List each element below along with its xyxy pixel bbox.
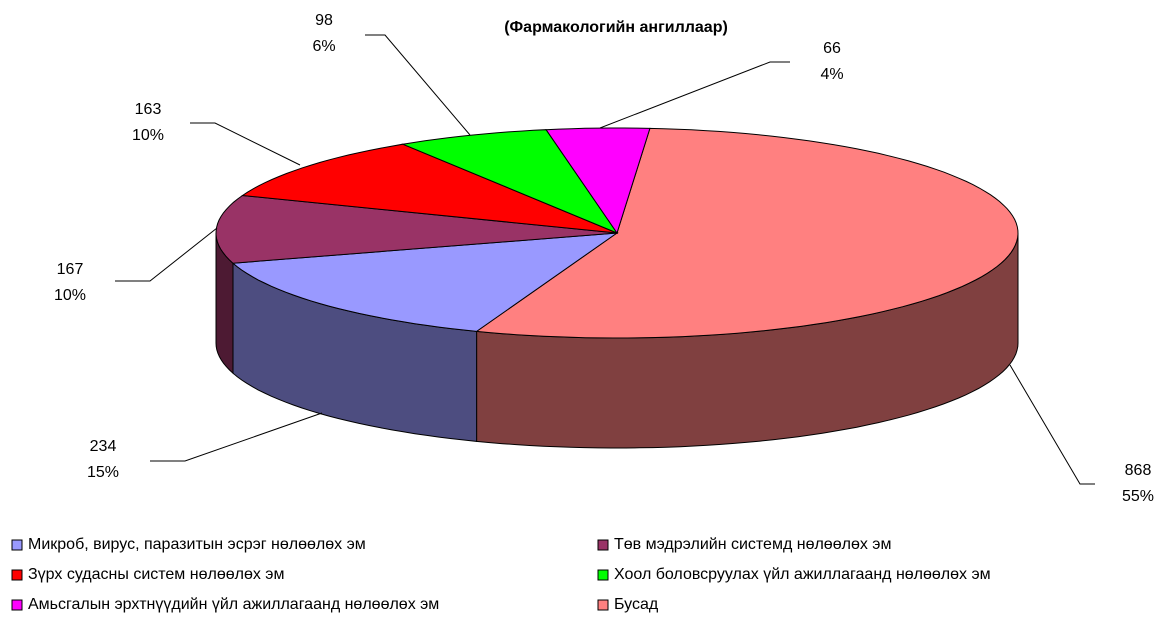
data-label: 234 <box>90 438 117 455</box>
legend-swatch <box>11 539 23 551</box>
slice <box>241 143 618 234</box>
legend-label: Төв мэдрэлийн системд нөлөөлөх эм <box>614 536 891 553</box>
chart-title: (Фармакологийн ангиллаар) <box>504 19 728 36</box>
legend-label: Зүрх судасны систем нөлөөлөх эм <box>28 566 284 583</box>
leader-line <box>190 122 301 166</box>
slice <box>231 232 619 332</box>
leader-line <box>150 412 323 462</box>
slice <box>475 127 1019 339</box>
legend-label: Амьсгалын эрхтнүүдийн үйл ажиллагаанд нө… <box>28 596 439 613</box>
slice <box>545 127 651 235</box>
legend-swatch <box>11 569 23 581</box>
legend-label: Бусад <box>614 596 659 613</box>
leader-line <box>115 227 218 282</box>
data-label: 4% <box>820 66 843 83</box>
legend-swatch <box>597 539 609 551</box>
data-label: 55% <box>1122 488 1154 505</box>
data-label: 10% <box>132 127 164 144</box>
legend-label: Хоол боловсруулах үйл ажиллагаанд нөлөөл… <box>614 566 991 583</box>
data-label: 66 <box>823 40 841 57</box>
data-label: 868 <box>1125 462 1152 479</box>
data-label: 6% <box>312 38 335 55</box>
legend-label: Микроб, вирус, паразитын эсрэг нөлөөлөх … <box>28 536 366 553</box>
data-label: 10% <box>54 287 86 304</box>
leader-line <box>365 34 471 136</box>
data-label: 167 <box>57 261 84 278</box>
data-label: 98 <box>315 12 333 29</box>
leader-line <box>1009 364 1095 485</box>
legend-swatch <box>597 599 609 611</box>
data-label: 15% <box>87 464 119 481</box>
leader-line <box>599 61 790 129</box>
data-label: 163 <box>135 101 162 118</box>
legend-swatch <box>11 599 23 611</box>
legend-swatch <box>597 569 609 581</box>
